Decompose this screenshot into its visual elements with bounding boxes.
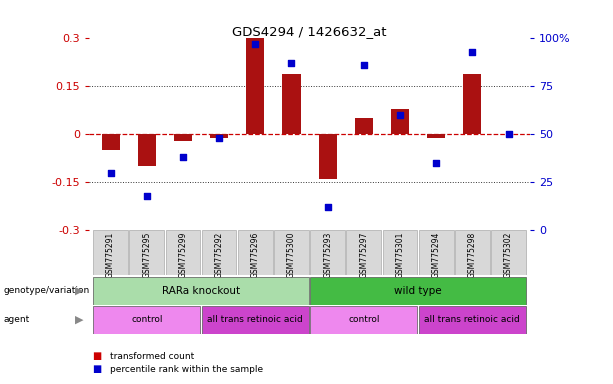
Bar [463, 74, 481, 134]
Point [432, 160, 441, 166]
Bar [102, 134, 120, 151]
Bar [319, 134, 337, 179]
Bar [391, 109, 409, 134]
Text: control: control [348, 315, 379, 324]
Bar [238, 230, 273, 275]
Point [214, 135, 224, 141]
Bar [419, 230, 454, 275]
Text: control: control [131, 315, 162, 324]
Bar [383, 230, 417, 275]
Text: agent: agent [3, 315, 29, 324]
Bar [355, 118, 373, 134]
Text: GSM775295: GSM775295 [142, 232, 151, 278]
Text: GSM775300: GSM775300 [287, 232, 296, 278]
Bar [246, 38, 264, 134]
Bar [455, 230, 490, 275]
Text: GSM775292: GSM775292 [215, 232, 224, 278]
Bar [166, 230, 200, 275]
Text: GSM775301: GSM775301 [395, 232, 405, 278]
Text: GSM775299: GSM775299 [178, 232, 188, 278]
Text: GDS4294 / 1426632_at: GDS4294 / 1426632_at [232, 25, 387, 38]
Point [504, 131, 514, 137]
Text: ■: ■ [92, 351, 101, 361]
Text: transformed count: transformed count [110, 352, 194, 361]
Bar [274, 230, 309, 275]
Bar [202, 306, 309, 333]
Text: GSM775297: GSM775297 [359, 232, 368, 278]
Bar [93, 277, 309, 305]
Text: GSM775302: GSM775302 [504, 232, 513, 278]
Bar [346, 230, 381, 275]
Bar [129, 230, 164, 275]
Bar [310, 277, 526, 305]
Point [359, 62, 369, 68]
Text: all trans retinoic acid: all trans retinoic acid [424, 315, 520, 324]
Point [178, 154, 188, 161]
Text: GSM775296: GSM775296 [251, 232, 260, 278]
Point [323, 204, 333, 210]
Bar [93, 306, 200, 333]
Bar [202, 230, 237, 275]
Bar [283, 74, 300, 134]
Text: GSM775293: GSM775293 [323, 232, 332, 278]
Bar [138, 134, 156, 166]
Text: RARa knockout: RARa knockout [162, 286, 240, 296]
Text: ▶: ▶ [75, 286, 84, 296]
Text: ▶: ▶ [75, 314, 84, 325]
Point [142, 193, 151, 199]
Bar [210, 134, 228, 137]
Point [105, 170, 115, 176]
Point [468, 49, 478, 55]
Bar [310, 230, 345, 275]
Bar [491, 230, 526, 275]
Text: all trans retinoic acid: all trans retinoic acid [207, 315, 303, 324]
Point [286, 60, 296, 66]
Text: ■: ■ [92, 364, 101, 374]
Text: percentile rank within the sample: percentile rank within the sample [110, 365, 264, 374]
Text: GSM775298: GSM775298 [468, 232, 477, 278]
Text: genotype/variation: genotype/variation [3, 286, 89, 295]
Bar [93, 230, 128, 275]
Point [250, 41, 260, 47]
Text: GSM775294: GSM775294 [432, 232, 441, 278]
Point [395, 112, 405, 118]
Text: GSM775291: GSM775291 [106, 232, 115, 278]
Bar [427, 134, 445, 137]
Text: wild type: wild type [394, 286, 442, 296]
Bar [310, 306, 417, 333]
Bar [174, 134, 192, 141]
Bar [419, 306, 526, 333]
